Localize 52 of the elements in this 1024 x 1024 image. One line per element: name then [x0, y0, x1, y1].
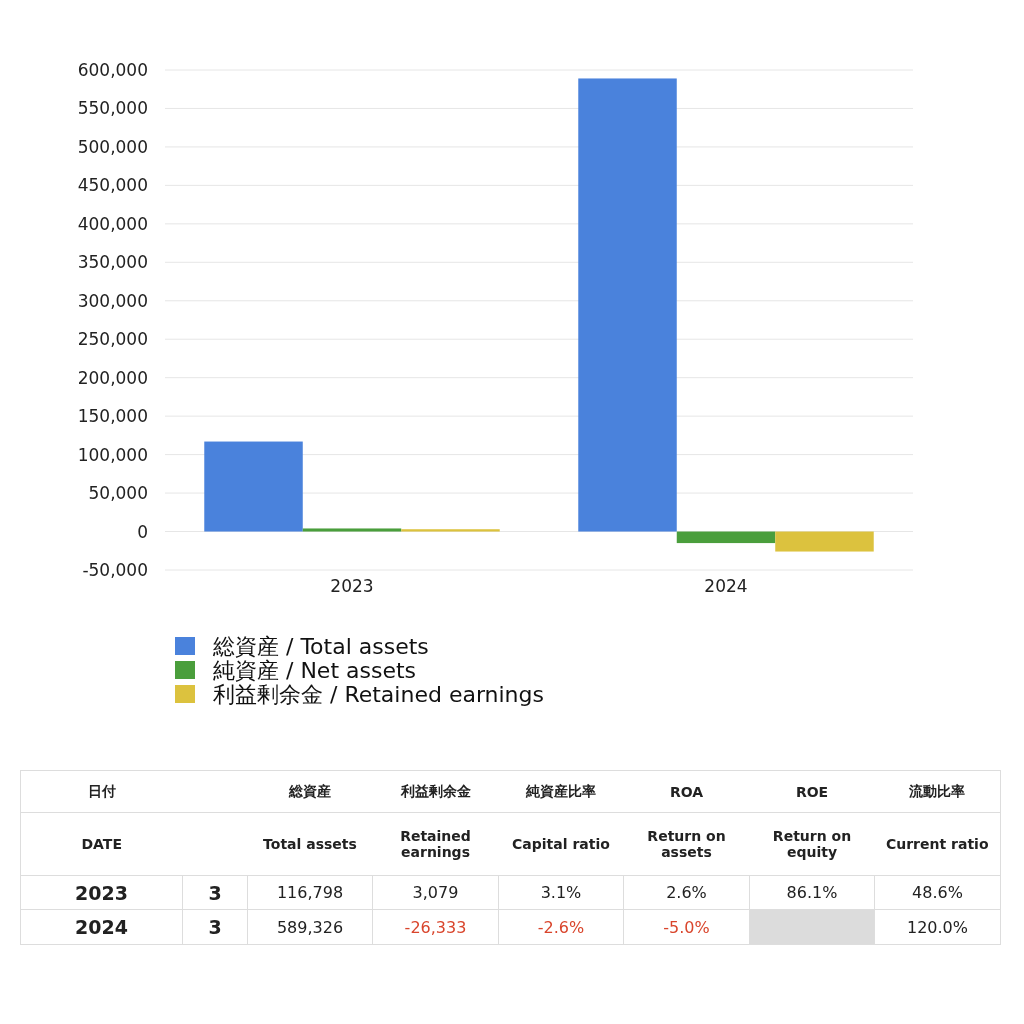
text: 3 — [182, 909, 248, 945]
bar — [204, 441, 303, 532]
text: 589,326 — [247, 909, 373, 945]
text: 86.1% — [749, 875, 875, 910]
y-tick-label: 0 — [137, 521, 148, 542]
bar — [302, 528, 402, 532]
y-tick-label: 300,000 — [77, 290, 148, 311]
text: Retained earnings — [372, 812, 499, 876]
bar — [775, 531, 874, 552]
text: DATE — [20, 812, 183, 876]
text: Capital ratio — [498, 812, 624, 876]
text: -5.0% — [623, 909, 750, 945]
legend-label: 利益剰余金 / Retained earnings — [213, 682, 544, 707]
text: 流動比率 — [874, 770, 1001, 813]
text: 3 — [182, 875, 248, 910]
text: Return on assets — [623, 812, 750, 876]
y-tick-label: 350,000 — [77, 252, 148, 273]
y-tick-label: 150,000 — [77, 406, 148, 427]
text: Current ratio — [874, 812, 1001, 876]
y-tick-label: 250,000 — [77, 329, 148, 350]
y-tick-label: 550,000 — [77, 98, 148, 119]
y-tick-label: 400,000 — [77, 213, 148, 234]
text: 2.6% — [623, 875, 750, 910]
text: 116,798 — [247, 875, 373, 910]
y-tick-label: 500,000 — [77, 136, 148, 157]
y-tick-label: 600,000 — [77, 60, 148, 80]
text: 3.1% — [498, 875, 624, 910]
legend-label: 総資産 / Total assets — [212, 634, 429, 659]
text: ROE — [749, 770, 875, 813]
text: ROA — [623, 770, 750, 813]
text: Total assets — [247, 812, 373, 876]
text: 48.6% — [874, 875, 1001, 910]
bar — [401, 529, 500, 532]
y-tick-label: 50,000 — [88, 483, 148, 504]
text: 純資産比率 — [498, 770, 624, 813]
y-tick-label: -50,000 — [82, 560, 148, 580]
text: Return on equity — [749, 812, 875, 876]
text: 3,079 — [372, 875, 499, 910]
text: 利益剰余金 — [372, 770, 499, 813]
legend-label: 純資産 / Net assets — [213, 658, 417, 683]
text: 120.0% — [874, 909, 1001, 945]
text: -2.6% — [498, 909, 624, 945]
y-tick-label: 100,000 — [77, 444, 148, 465]
text: -26,333 — [372, 909, 499, 945]
bar — [676, 531, 776, 544]
bar — [578, 78, 677, 532]
y-tick-label: 200,000 — [77, 367, 148, 388]
text: 総資産 — [247, 770, 373, 813]
text: 日付 — [20, 770, 183, 813]
text: 2024 — [20, 909, 183, 945]
y-tick-label: 450,000 — [77, 175, 148, 196]
text: 2023 — [20, 875, 183, 910]
